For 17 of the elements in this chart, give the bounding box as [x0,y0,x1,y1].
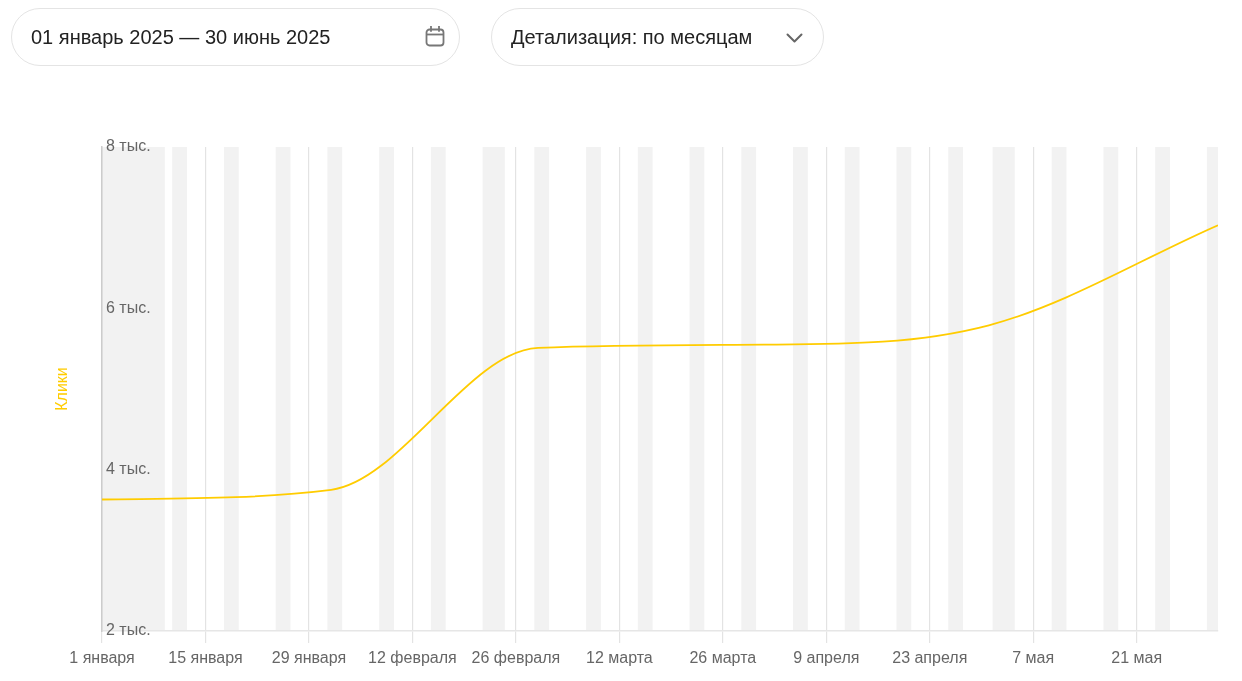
x-tick-label: 9 апреля [793,649,860,667]
x-tick-label: 7 мая [1012,649,1055,667]
y-axis-title: Клики [53,367,71,411]
y-tick-label: 2 тыс. [106,621,151,639]
x-tick-label: 21 мая [1111,649,1163,667]
y-tick-label: 4 тыс. [106,460,151,478]
x-tick-label: 12 марта [585,649,653,667]
x-tick-label: 29 января [271,649,347,667]
y-tick-label: 6 тыс. [106,298,151,316]
x-tick-label: 15 января [168,649,243,667]
x-tick-label: 26 марта [689,649,757,667]
x-tick-label: 26 февраля [471,649,561,667]
y-tick-label: 8 тыс. [106,137,151,155]
line-series [102,224,1218,501]
x-tick-label: 23 апреля [892,649,968,667]
x-tick-label: 1 января [69,649,135,667]
x-tick-label: 12 февраля [368,649,457,667]
